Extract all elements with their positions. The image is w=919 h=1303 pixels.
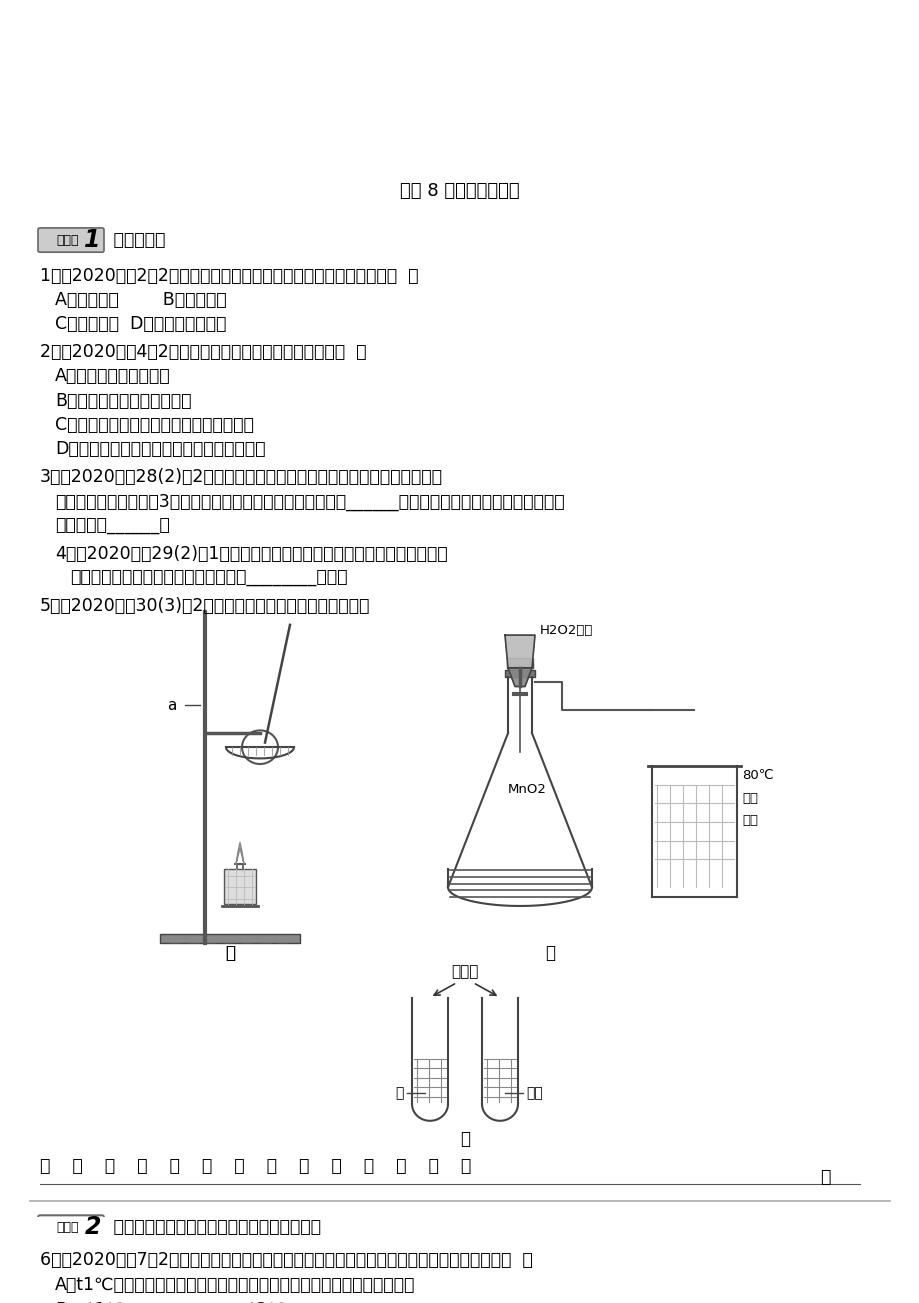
Text: C．蔗糖和水  D．食用油和洗涤剂: C．蔗糖和水 D．食用油和洗涤剂 (55, 315, 226, 334)
Text: 甲: 甲 (225, 943, 234, 962)
Polygon shape (505, 635, 535, 668)
Text: B．物质溶于水时都放出热量: B．物质溶于水时都放出热量 (55, 392, 191, 409)
Text: 6．（2020河北7题2分）甲、乙、丙三种固体物质的溶解度曲线如图所示，下列叙述错误的是（  ）: 6．（2020河北7题2分）甲、乙、丙三种固体物质的溶解度曲线如图所示，下列叙述… (40, 1251, 532, 1269)
Text: MnO2: MnO2 (507, 783, 546, 796)
Text: 化现象的是______。: 化现象的是______。 (55, 517, 170, 534)
Text: 河北 8 年中考真题演练: 河北 8 年中考真题演练 (400, 182, 519, 201)
Text: 丙: 丙 (460, 1131, 470, 1148)
Text: 用洗洁精清洗油污，是利用了洗洁精的________作用。: 用洗洁精清洗油污，是利用了洗洁精的________作用。 (70, 569, 347, 588)
Bar (160, 934, 300, 943)
Text: A．t1℃时，将等质量的甲、乙分别配成饱和溶液，所得溶液质量：甲＞乙: A．t1℃时，将等质量的甲、乙分别配成饱和溶液，所得溶液质量：甲＞乙 (55, 1276, 414, 1294)
Text: 。: 。 (819, 1167, 830, 1186)
Text: 2．（2020河北4题2分）下列关于溶液的说法中正确的是（  ）: 2．（2020河北4题2分）下列关于溶液的说法中正确的是（ ） (40, 343, 366, 361)
Bar (505, 670, 535, 678)
Text: 氯化钠: 氯化钠 (451, 964, 478, 979)
Text: 命题点: 命题点 (57, 233, 79, 246)
Text: B．将t1℃时甲、丙的饱和溶液升温到t2℃，两种溶液中溶质的质量分数相等: B．将t1℃时甲、丙的饱和溶液升温到t2℃，两种溶液中溶质的质量分数相等 (55, 1302, 442, 1303)
FancyBboxPatch shape (38, 228, 104, 253)
Text: 将面粉、食盐、食用油3种物质分别加入水中，能形成溶液的是______，再分别加入洗洁精振荡，能出现乳: 将面粉、食盐、食用油3种物质分别加入水中，能形成溶液的是______，再分别加入… (55, 493, 564, 511)
Text: 溶解度和溶解度曲线及饱和溶液和不饱和溶液: 溶解度和溶解度曲线及饱和溶液和不饱和溶液 (108, 1218, 321, 1237)
Text: 溶液的形成: 溶液的形成 (108, 231, 165, 249)
Text: A．水可以溶解任何物质: A．水可以溶解任何物质 (55, 367, 170, 386)
Text: D．饱和溶液就是不能再溶解任何物质的溶液: D．饱和溶液就是不能再溶解任何物质的溶液 (55, 440, 266, 459)
Bar (223, 869, 255, 904)
Text: H2O2溶液: H2O2溶液 (539, 624, 593, 637)
Text: C．溶质可以是固体，也可以是液体或气体: C．溶质可以是固体，也可以是液体或气体 (55, 416, 254, 434)
Text: 5．［2020河北30(3)题2分］根据如图所示的实验回答问题：: 5．［2020河北30(3)题2分］根据如图所示的实验回答问题： (40, 597, 370, 615)
FancyBboxPatch shape (38, 1216, 104, 1239)
Polygon shape (507, 668, 531, 687)
Bar (506, 658, 532, 668)
Text: 2: 2 (85, 1216, 101, 1239)
Text: 热水: 热水 (742, 792, 757, 805)
Text: 3．［2020河北28(2)题2分］化学就在我们身边，它与我们的生活息息相关。: 3．［2020河北28(2)题2分］化学就在我们身边，它与我们的生活息息相关。 (40, 468, 443, 486)
Text: 4．［2020河北29(2)题1分］化学源于生活，生活中蕴含着许多化学知识。: 4．［2020河北29(2)题1分］化学源于生活，生活中蕴含着许多化学知识。 (55, 545, 448, 563)
Text: A．面粉和水        B．汽油和水: A．面粉和水 B．汽油和水 (55, 291, 226, 309)
Text: 白磷: 白磷 (742, 813, 757, 826)
Text: 丙    是    一    组    对    比    实    验    ，    实    验    目    的    是: 丙 是 一 组 对 比 实 验 ， 实 验 目 的 是 (40, 1157, 471, 1174)
Text: 1．（2020河北2题2分）下列各组物质混合搅拌后，能形成溶液的是（  ）: 1．（2020河北2题2分）下列各组物质混合搅拌后，能形成溶液的是（ ） (40, 267, 418, 284)
Text: 水: 水 (395, 1085, 403, 1100)
Text: 甲: 甲 (225, 943, 234, 962)
Text: a: a (167, 697, 176, 713)
Text: 1: 1 (85, 228, 101, 251)
Text: 乙: 乙 (544, 943, 554, 962)
Text: 80℃: 80℃ (742, 769, 773, 782)
Text: 汽油: 汽油 (526, 1085, 542, 1100)
Text: 命题点: 命题点 (57, 1221, 79, 1234)
